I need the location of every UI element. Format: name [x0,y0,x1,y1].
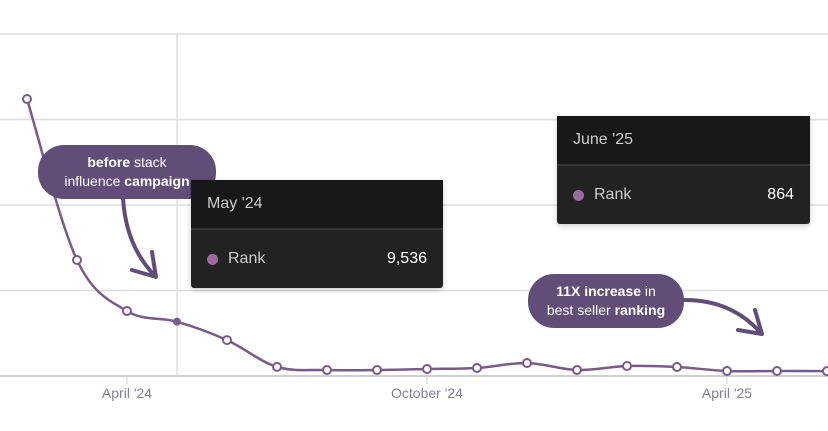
tooltip-label: Rank [594,186,632,203]
annotation-text: best seller [546,302,615,318]
annotation-before-campaign: before stack influence campaign [38,145,216,199]
data-point[interactable] [772,365,782,376]
series-dot-icon [207,253,218,265]
tooltip-value: 864 [767,186,794,203]
annotation-text: influence [64,173,125,189]
data-point[interactable] [22,93,32,104]
tooltip-row: Rank 864 [557,166,810,224]
x-tick-label: April '25 [702,385,752,401]
tooltip-title: June '25 [557,116,810,166]
x-tick-label: April '24 [102,385,152,401]
annotation-11x-increase: 11X increase in best seller ranking [528,274,684,328]
data-point[interactable] [422,363,432,374]
data-point[interactable] [222,335,232,346]
data-point[interactable] [472,363,482,374]
tooltip-label: Rank [228,250,266,267]
annotation-text: stack [130,154,167,170]
annotation-bold: campaign [124,173,190,189]
data-point[interactable] [322,365,332,376]
annotation-bold: before [87,154,131,170]
tooltip-title: May '24 [191,180,443,230]
data-point[interactable] [572,365,582,376]
annotation-bold: ranking [614,302,666,318]
annotation-bold: 11X increase [556,283,642,299]
data-point[interactable] [822,366,828,377]
x-tick-label: October '24 [391,385,463,401]
tooltip-value: 9,536 [386,250,427,267]
data-point[interactable] [522,358,532,369]
data-point-highlighted[interactable] [173,317,181,326]
tooltip-row: Rank 9,536 [191,230,443,288]
series-dot-icon [573,189,584,201]
data-point[interactable] [622,361,632,372]
tooltip-may-24: May '24 Rank 9,536 [191,180,443,288]
data-point[interactable] [372,365,382,376]
annotation-text: in [641,283,656,299]
data-point[interactable] [722,365,732,376]
campaign-arrow-icon [121,196,158,279]
data-point[interactable] [672,361,682,372]
increase-arrow-icon [683,298,764,336]
tooltip-june-25: June '25 Rank 864 [557,116,810,224]
data-point[interactable] [122,306,132,317]
data-point[interactable] [272,361,282,372]
data-point[interactable] [72,255,82,266]
